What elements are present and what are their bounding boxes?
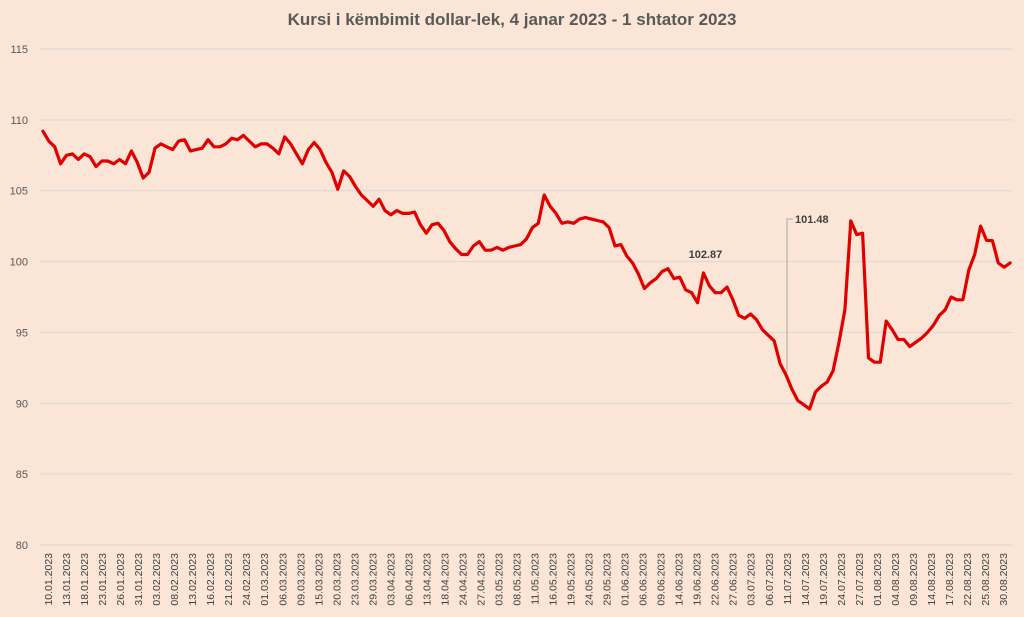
x-tick-label: 03.04.2023	[385, 553, 397, 606]
x-tick-label: 24.04.2023	[457, 553, 469, 606]
x-tick-label: 09.08.2023	[908, 553, 920, 606]
x-tick-label: 03.07.2023	[746, 553, 758, 606]
x-tick-label: 24.02.2023	[241, 553, 253, 606]
y-tick-label: 100	[10, 257, 28, 269]
x-tick-label: 11.05.2023	[530, 553, 542, 605]
x-tick-label: 08.05.2023	[511, 553, 523, 606]
x-tick-label: 08.02.2023	[169, 553, 181, 606]
y-tick-label: 105	[10, 186, 28, 198]
x-tick-label: 03.02.2023	[151, 553, 163, 606]
annotation-label: 101.48	[795, 214, 829, 226]
y-tick-label: 90	[16, 398, 28, 410]
chart-title: Kursi i këmbimit dollar-lek, 4 janar 202…	[287, 10, 737, 29]
x-tick-label: 04.08.2023	[890, 553, 902, 606]
x-tick-label: 13.02.2023	[187, 553, 199, 606]
x-tick-label: 24.07.2023	[836, 553, 848, 606]
x-tick-label: 18.01.2023	[79, 553, 91, 606]
y-axis-ticks: 80 85 90 95 100 105 110 115	[10, 44, 28, 552]
series-layer	[41, 129, 1012, 411]
y-tick-label: 110	[10, 115, 28, 127]
x-tick-label: 21.02.2023	[223, 553, 235, 606]
x-tick-label: 11.07.2023	[782, 553, 794, 605]
x-tick-label: 01.06.2023	[620, 553, 632, 606]
gridlines	[40, 48, 1013, 546]
x-tick-label: 01.03.2023	[259, 553, 271, 606]
x-tick-label: 09.03.2023	[295, 553, 307, 606]
x-tick-label: 16.05.2023	[548, 553, 560, 606]
x-tick-label: 13.01.2023	[61, 553, 73, 606]
x-tick-label: 19.07.2023	[818, 553, 830, 606]
x-tick-label: 22.06.2023	[710, 553, 722, 606]
x-tick-label: 03.05.2023	[493, 553, 505, 606]
x-tick-label: 19.05.2023	[566, 553, 578, 606]
y-tick-label: 95	[16, 327, 28, 339]
annotation-leader-line	[786, 218, 793, 373]
x-tick-label: 06.03.2023	[277, 553, 289, 606]
x-tick-label: 27.04.2023	[475, 553, 487, 606]
x-tick-label: 29.03.2023	[367, 553, 379, 606]
x-tick-label: 23.01.2023	[97, 553, 109, 606]
x-tick-label: 29.05.2023	[602, 553, 614, 606]
x-tick-label: 17.08.2023	[944, 553, 956, 606]
x-tick-label: 06.04.2023	[403, 553, 415, 606]
x-tick-label: 15.03.2023	[313, 553, 325, 606]
x-tick-label: 06.07.2023	[764, 553, 776, 606]
x-tick-label: 16.02.2023	[205, 553, 217, 606]
x-tick-label: 19.06.2023	[692, 553, 704, 606]
annotation-label: 102.87	[689, 249, 723, 261]
x-tick-label: 26.01.2023	[115, 553, 127, 606]
x-tick-label: 06.06.2023	[638, 553, 650, 606]
annotations: 102.87 101.48	[689, 214, 829, 373]
x-tick-label: 24.05.2023	[584, 553, 596, 606]
x-tick-label: 10.01.2023	[43, 553, 55, 606]
x-tick-label: 13.04.2023	[421, 553, 433, 606]
x-tick-label: 18.04.2023	[439, 553, 451, 606]
x-tick-label: 31.01.2023	[133, 553, 145, 606]
y-tick-label: 85	[16, 469, 28, 481]
x-axis-ticks: 10.01.2023 13.01.2023 18.01.2023 23.01.2023…	[43, 553, 1010, 606]
x-tick-label: 14.06.2023	[674, 553, 686, 606]
x-tick-label: 09.06.2023	[656, 553, 668, 606]
x-tick-label: 25.08.2023	[980, 553, 992, 606]
x-tick-label: 14.08.2023	[926, 553, 938, 606]
series-line	[41, 129, 1012, 411]
x-tick-label: 27.07.2023	[854, 553, 866, 606]
x-tick-label: 27.06.2023	[728, 553, 740, 606]
y-tick-label: 80	[16, 540, 28, 552]
x-tick-label: 20.03.2023	[331, 553, 343, 606]
x-tick-label: 30.08.2023	[998, 553, 1010, 606]
x-tick-label: 01.08.2023	[872, 553, 884, 606]
x-tick-label: 22.08.2023	[962, 553, 974, 606]
x-tick-label: 14.07.2023	[800, 553, 812, 606]
y-tick-label: 115	[10, 44, 28, 56]
x-tick-label: 23.03.2023	[349, 553, 361, 606]
